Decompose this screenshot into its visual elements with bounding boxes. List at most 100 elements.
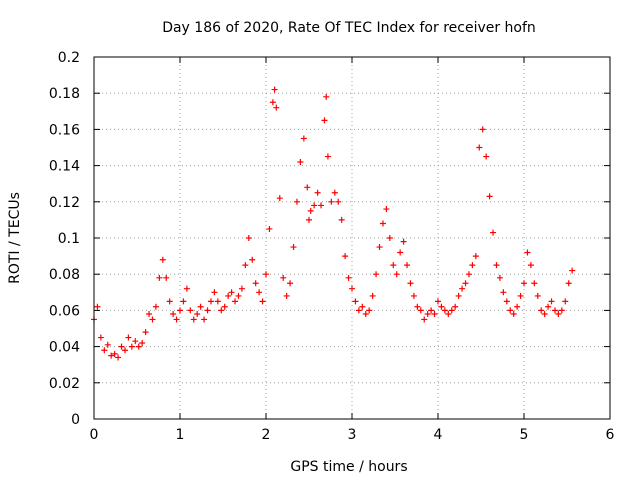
data-point bbox=[517, 292, 524, 299]
y-tick-label: 0.08 bbox=[49, 267, 80, 283]
data-point bbox=[569, 267, 576, 274]
data-point bbox=[187, 307, 194, 314]
data-point bbox=[421, 316, 428, 323]
data-point bbox=[548, 298, 555, 305]
data-point bbox=[101, 347, 108, 354]
data-point bbox=[304, 184, 311, 191]
data-point bbox=[228, 289, 235, 296]
chart-title: Day 186 of 2020, Rate Of TEC Index for r… bbox=[162, 20, 536, 36]
data-point bbox=[400, 238, 407, 245]
data-point bbox=[331, 189, 338, 196]
data-point bbox=[204, 307, 211, 314]
data-point bbox=[500, 289, 507, 296]
data-point bbox=[314, 189, 321, 196]
data-point bbox=[194, 311, 201, 318]
data-point bbox=[376, 244, 383, 251]
data-point bbox=[214, 298, 221, 305]
data-point bbox=[428, 307, 435, 314]
data-point bbox=[156, 274, 163, 281]
data-point bbox=[163, 274, 170, 281]
data-point bbox=[352, 298, 359, 305]
data-point bbox=[531, 280, 538, 287]
data-point bbox=[221, 303, 228, 310]
data-point bbox=[190, 316, 197, 323]
data-point bbox=[256, 289, 263, 296]
data-point bbox=[483, 153, 490, 160]
data-point bbox=[266, 225, 273, 232]
data-point bbox=[132, 338, 139, 345]
data-point bbox=[290, 244, 297, 251]
y-tick-label: 0.18 bbox=[49, 86, 80, 102]
data-point bbox=[218, 307, 225, 314]
y-tick-label: 0.14 bbox=[49, 159, 80, 175]
data-point bbox=[201, 316, 208, 323]
data-point bbox=[459, 285, 466, 292]
y-tick-label: 0.1 bbox=[58, 231, 80, 247]
x-tick-label: 3 bbox=[348, 427, 357, 443]
data-point bbox=[271, 86, 278, 93]
data-point bbox=[318, 202, 325, 209]
data-point bbox=[366, 307, 373, 314]
data-point bbox=[355, 307, 362, 314]
data-point bbox=[438, 303, 445, 310]
data-point bbox=[159, 256, 166, 263]
data-point bbox=[424, 311, 431, 318]
data-point bbox=[490, 229, 497, 236]
data-point bbox=[111, 350, 118, 357]
data-point bbox=[180, 298, 187, 305]
data-point bbox=[166, 298, 173, 305]
x-axis-label: GPS time / hours bbox=[290, 459, 407, 475]
y-axis-label: ROTI / TECUs bbox=[7, 192, 23, 284]
y-tick-label: 0.2 bbox=[58, 50, 80, 66]
data-point bbox=[97, 334, 104, 341]
data-point bbox=[170, 311, 177, 318]
data-point bbox=[493, 262, 500, 269]
data-point bbox=[177, 307, 183, 314]
data-point bbox=[362, 311, 369, 318]
y-tick-label: 0 bbox=[71, 412, 80, 428]
data-point bbox=[280, 274, 287, 281]
data-point bbox=[562, 298, 569, 305]
data-point bbox=[307, 207, 314, 214]
data-point bbox=[259, 298, 266, 305]
data-point bbox=[383, 206, 390, 213]
x-tick-label: 4 bbox=[434, 427, 443, 443]
data-point bbox=[197, 303, 204, 310]
data-point bbox=[448, 307, 455, 314]
data-point bbox=[249, 256, 256, 263]
data-point bbox=[431, 311, 438, 318]
data-point bbox=[455, 292, 462, 299]
data-point bbox=[324, 153, 331, 160]
x-tick-label: 2 bbox=[262, 427, 271, 443]
data-point bbox=[521, 280, 527, 287]
data-point bbox=[104, 341, 111, 348]
data-point bbox=[173, 316, 180, 323]
data-point bbox=[149, 316, 156, 323]
data-point bbox=[139, 339, 146, 346]
data-point bbox=[300, 135, 307, 142]
y-tick-label: 0.16 bbox=[49, 122, 80, 138]
data-point bbox=[507, 307, 514, 314]
data-point bbox=[142, 329, 149, 336]
y-tick-label: 0.04 bbox=[49, 340, 80, 356]
data-point bbox=[118, 343, 125, 350]
data-point bbox=[345, 274, 352, 281]
data-point bbox=[479, 126, 486, 133]
y-tick-label: 0.06 bbox=[49, 303, 80, 319]
data-point bbox=[121, 347, 128, 354]
data-point bbox=[404, 262, 411, 269]
data-point bbox=[545, 303, 552, 310]
axis-ticks: 0 1 2 3 4 5 6 0 0.02 0.04 0.06 0.08 0.1 0.12 0.14 0.16 0… bbox=[49, 50, 615, 443]
data-point bbox=[238, 285, 245, 292]
data-point bbox=[359, 303, 366, 310]
data-point bbox=[293, 198, 300, 205]
data-point bbox=[263, 271, 269, 278]
data-point bbox=[373, 271, 380, 278]
data-point bbox=[410, 292, 417, 299]
data-point bbox=[242, 262, 249, 269]
data-point bbox=[232, 298, 239, 305]
data-point bbox=[452, 303, 459, 310]
data-point bbox=[297, 158, 304, 165]
data-point bbox=[555, 311, 562, 318]
data-point bbox=[538, 307, 545, 314]
